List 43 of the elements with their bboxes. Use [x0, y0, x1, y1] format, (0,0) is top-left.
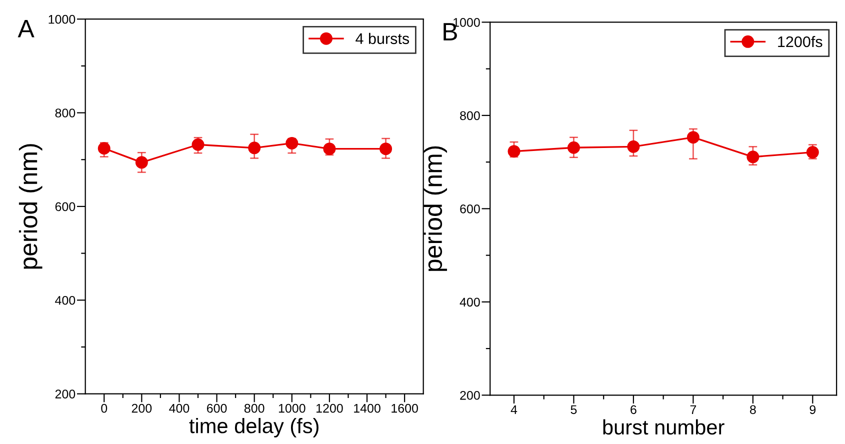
y-tick-label: 1000 — [48, 14, 76, 24]
point — [323, 142, 336, 156]
point — [567, 141, 580, 154]
y-tick-label: 200 — [460, 390, 480, 400]
point — [627, 140, 640, 153]
y-tick-label: 400 — [55, 296, 76, 305]
y-tick-label: 800 — [55, 108, 76, 118]
x-tick-label: 400 — [169, 404, 190, 413]
point — [192, 138, 204, 151]
x-tick-label: 800 — [244, 404, 264, 413]
x-tick-label: 6 — [630, 405, 636, 414]
point — [508, 145, 520, 158]
y-tick-label: 200 — [55, 390, 76, 398]
point — [686, 131, 700, 144]
x-tick-label: 1400 — [354, 404, 380, 413]
x-tick-label: 4 — [510, 405, 518, 414]
x-axis-title: burst number — [603, 419, 724, 435]
x-tick-label: 7 — [690, 405, 696, 414]
y-tick-label: 400 — [460, 298, 480, 307]
y-tick-label: 600 — [460, 204, 480, 214]
x-tick-label: 600 — [206, 404, 227, 413]
point — [380, 142, 392, 156]
legend-label: 1200fs — [778, 36, 822, 48]
x-axis-title: time delay (fs) — [189, 418, 318, 438]
x-tick-label: 1000 — [278, 404, 306, 413]
x-tick-label: 8 — [750, 405, 756, 414]
point — [248, 142, 261, 154]
x-tick-label: 1200 — [316, 404, 343, 413]
x-tick-label: 200 — [132, 404, 152, 413]
legend-label: 4 bursts — [356, 32, 410, 44]
x-tick-label: 1600 — [392, 404, 418, 413]
x-tick-label: 0 — [101, 404, 108, 413]
point — [286, 136, 298, 150]
y-tick-label: 600 — [55, 202, 76, 212]
y-axis-title: period (nm) — [424, 146, 448, 271]
x-tick-label: 9 — [810, 405, 816, 414]
y-axis-title: period (nm) — [18, 144, 42, 269]
x-tick-label: 5 — [570, 405, 577, 414]
point — [135, 156, 148, 169]
text: A — [18, 20, 34, 38]
point — [98, 142, 110, 155]
point — [746, 150, 760, 164]
y-tick-label: 800 — [460, 111, 480, 120]
